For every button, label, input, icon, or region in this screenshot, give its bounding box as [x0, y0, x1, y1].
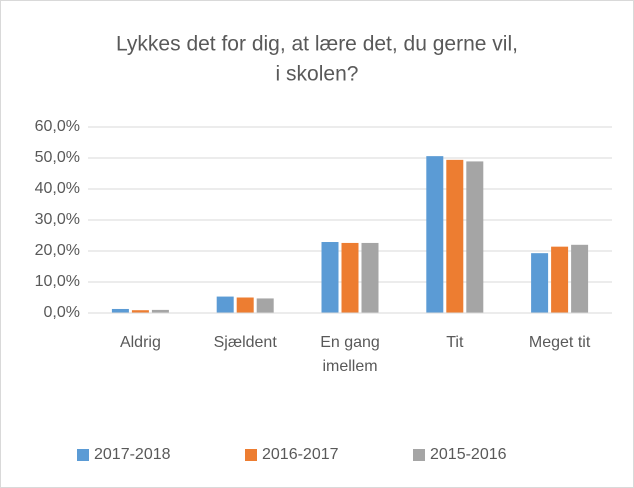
bar: [321, 242, 339, 313]
bar: [111, 308, 129, 313]
y-tick-label: 0,0%: [44, 304, 80, 321]
bar: [466, 161, 484, 313]
y-tick-label: 30,0%: [35, 211, 80, 228]
x-tick-label: Tit: [446, 334, 464, 351]
bar: [531, 253, 549, 313]
bar: [426, 156, 444, 313]
chart-title: i skolen?: [276, 63, 359, 86]
legend-label: 2015-2016: [430, 446, 507, 463]
bar: [151, 309, 169, 313]
bar: [341, 242, 359, 313]
y-tick-label: 60,0%: [35, 118, 80, 135]
x-tick-label: Sjældent: [214, 334, 278, 351]
x-tick-label: Aldrig: [120, 334, 161, 351]
y-tick-label: 20,0%: [35, 242, 80, 259]
y-tick-label: 10,0%: [35, 273, 80, 290]
bar: [361, 242, 379, 313]
legend-swatch: [413, 449, 425, 461]
legend-label: 2017-2018: [94, 446, 171, 463]
chart-title: Lykkes det for dig, at lære det, du gern…: [116, 33, 518, 56]
legend-label: 2016-2017: [262, 446, 339, 463]
bar: [216, 296, 234, 313]
bar: [256, 298, 274, 313]
x-tick-label: Meget tit: [529, 334, 591, 351]
bar: [236, 297, 254, 313]
y-tick-label: 40,0%: [35, 180, 80, 197]
y-tick-label: 50,0%: [35, 149, 80, 166]
bar: [131, 310, 149, 313]
legend-swatch: [77, 449, 89, 461]
bar: [551, 246, 569, 313]
bar: [446, 159, 464, 313]
bar: [571, 244, 589, 313]
x-tick-label: En gang imellem: [320, 334, 380, 375]
legend-swatch: [245, 449, 257, 461]
